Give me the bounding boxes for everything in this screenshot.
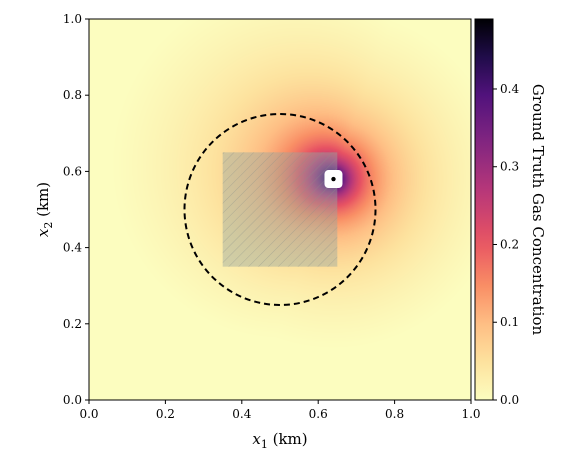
hatched-region-lines [222, 152, 338, 267]
x-tick-label: 1.0 [461, 407, 480, 421]
x-tick-label: 0.0 [79, 407, 98, 421]
y-tick-label: 1.0 [63, 12, 82, 26]
colorbar-tick-label: 0.3 [500, 160, 519, 174]
y-tick-label: 0.4 [63, 241, 82, 255]
y-axis: 0.0 0.2 0.4 0.6 0.8 1.0 [63, 12, 89, 407]
source-dot [331, 176, 336, 182]
x-tick-label: 0.2 [156, 407, 175, 421]
plot-area [88, 18, 472, 401]
plot-frame [88, 18, 472, 401]
y-tick-label: 0.0 [63, 393, 82, 407]
x-tick-label: 0.6 [309, 407, 328, 421]
y-tick-label: 0.8 [63, 88, 82, 102]
colorbar-label: Ground Truth Gas Concentration [529, 84, 547, 336]
colorbar-ticks: 0.0 0.1 0.2 0.3 0.4 [493, 82, 519, 407]
x-axis-label: x1 (km) [252, 430, 307, 451]
colorbar-gradient [475, 19, 493, 400]
colorbar-frame [474, 18, 494, 401]
y-axis-label: x2 (km) [34, 182, 55, 237]
x-tick-label: 0.8 [385, 407, 404, 421]
colorbar-tick-label: 0.0 [500, 393, 519, 407]
x-tick-label: 0.4 [232, 407, 251, 421]
x-axis: 0.0 0.2 0.4 0.6 0.8 1.0 [79, 400, 481, 421]
colorbar-tick-label: 0.1 [500, 315, 519, 329]
colorbar: 0.0 0.1 0.2 0.3 0.4 Ground Truth Gas Concent… [474, 18, 547, 407]
dashed-circle [183, 113, 377, 306]
y-tick-label: 0.2 [63, 317, 82, 331]
colorbar-tick-label: 0.2 [500, 237, 519, 251]
y-tick-label: 0.6 [63, 164, 82, 178]
colorbar-tick-label: 0.4 [500, 82, 519, 96]
